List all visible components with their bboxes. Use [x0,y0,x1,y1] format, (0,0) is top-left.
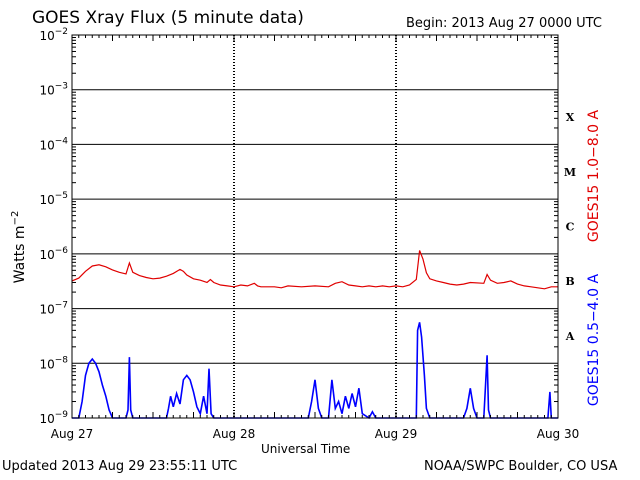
x-tick-label: Aug 30 [537,427,580,441]
y-tick-exponent: −7 [55,301,68,311]
flare-class-label: B [565,275,574,288]
y-tick-base: 10 [39,412,54,426]
y-tick-label: 10−7 [39,301,68,317]
flare-class-label: M [564,166,576,179]
flare-class-label: C [566,221,575,234]
y-tick-base: 10 [39,248,54,262]
y-tick-exponent: −2 [55,27,68,37]
legend-series-short: GOES15 0.5−4.0 A [586,273,602,407]
x-tick-label: Aug 28 [213,427,256,441]
y-tick-base: 10 [39,138,54,152]
y-tick-exponent: −6 [55,246,69,256]
chart-title: GOES Xray Flux (5 minute data) [32,8,304,28]
series-line-short-wavelength [72,322,558,420]
y-tick-label: 10−9 [39,410,68,426]
x-tick-label: Aug 27 [51,427,94,441]
y-tick-exponent: −9 [55,410,69,420]
y-tick-exponent: −3 [55,82,68,92]
y-tick-label: 10−6 [39,246,68,262]
legend-series-long: GOES15 1.0−8.0 A [586,109,602,243]
plot-frame [71,34,559,419]
y-tick-base: 10 [39,357,54,371]
y-tick-label: 10−8 [39,355,68,371]
y-tick-base: 10 [39,193,54,207]
y-tick-exponent: −4 [55,136,69,146]
y-tick-label: 10−4 [39,136,68,152]
y-axis-label: Watts m−2 [10,211,28,284]
y-tick-base: 10 [39,29,54,43]
x-axis-label: Universal Time [261,442,351,456]
updated-timestamp: Updated 2013 Aug 29 23:55:11 UTC [2,459,238,474]
y-tick-label: 10−3 [39,82,68,98]
y-axis-label-exponent: −2 [10,210,22,226]
source-credit: NOAA/SWPC Boulder, CO USA [424,459,618,474]
flare-class-label: A [565,330,575,343]
x-tick-label: Aug 29 [375,427,418,441]
y-tick-label: 10−2 [39,27,68,43]
begin-time-label: Begin: 2013 Aug 27 0000 UTC [406,16,602,31]
y-tick-label: 10−5 [39,191,68,207]
y-tick-base: 10 [39,84,54,98]
y-tick-exponent: −8 [55,355,69,365]
series-line-long-wavelength [71,250,558,290]
y-tick-base: 10 [39,303,54,317]
y-tick-exponent: −5 [55,191,68,201]
y-axis-label-text: Watts m [11,225,28,284]
flare-class-label: X [566,111,575,124]
